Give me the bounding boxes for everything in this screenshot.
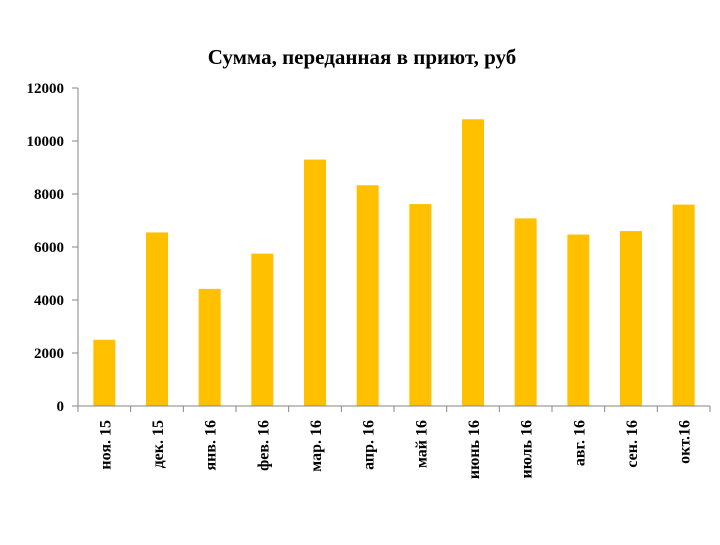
bar — [672, 204, 695, 406]
x-tick-label: фев. 16 — [255, 420, 272, 471]
x-tick-label: ноя. 15 — [97, 420, 114, 470]
y-tick-label: 10000 — [27, 134, 65, 150]
y-tick-label: 8000 — [34, 187, 64, 203]
x-tick-label: апр. 16 — [361, 420, 378, 470]
x-tick-label: янв. 16 — [203, 420, 220, 471]
x-tick-label: мар. 16 — [308, 420, 325, 472]
bar — [567, 234, 590, 406]
y-tick-labels: 0 2000 4000 6000 8000 10000 12000 — [27, 81, 65, 415]
x-tick-label: июнь 16 — [466, 420, 483, 479]
x-tick-label: сен. 16 — [624, 420, 641, 468]
bar — [514, 218, 537, 406]
bar — [462, 119, 484, 407]
y-tick-label: 0 — [57, 399, 65, 415]
axes-group — [72, 87, 711, 412]
bar — [409, 204, 432, 406]
bars-group — [93, 119, 695, 407]
x-tick-label: окт.16 — [677, 420, 694, 464]
bar — [251, 253, 274, 406]
bar — [620, 231, 642, 406]
bar — [198, 288, 221, 406]
x-tick-label: май 16 — [413, 420, 430, 468]
y-tick-label: 6000 — [34, 240, 64, 256]
y-tick-label: 12000 — [27, 81, 65, 97]
bar — [93, 339, 116, 406]
x-tick-label: июль 16 — [519, 420, 536, 478]
bar — [356, 185, 379, 406]
chart-title: Сумма, переданная в приют, руб — [208, 45, 517, 69]
bar — [304, 159, 326, 406]
x-tick-labels: ноя. 15 дек. 15 янв. 16 фев. 16 мар. 16 апр. … — [97, 420, 693, 479]
x-tick-label: авг. 16 — [571, 420, 588, 466]
y-tick-label: 2000 — [34, 346, 64, 362]
bar — [146, 232, 168, 406]
y-tick-label: 4000 — [34, 293, 64, 309]
x-tick-label: дек. 15 — [150, 420, 167, 468]
